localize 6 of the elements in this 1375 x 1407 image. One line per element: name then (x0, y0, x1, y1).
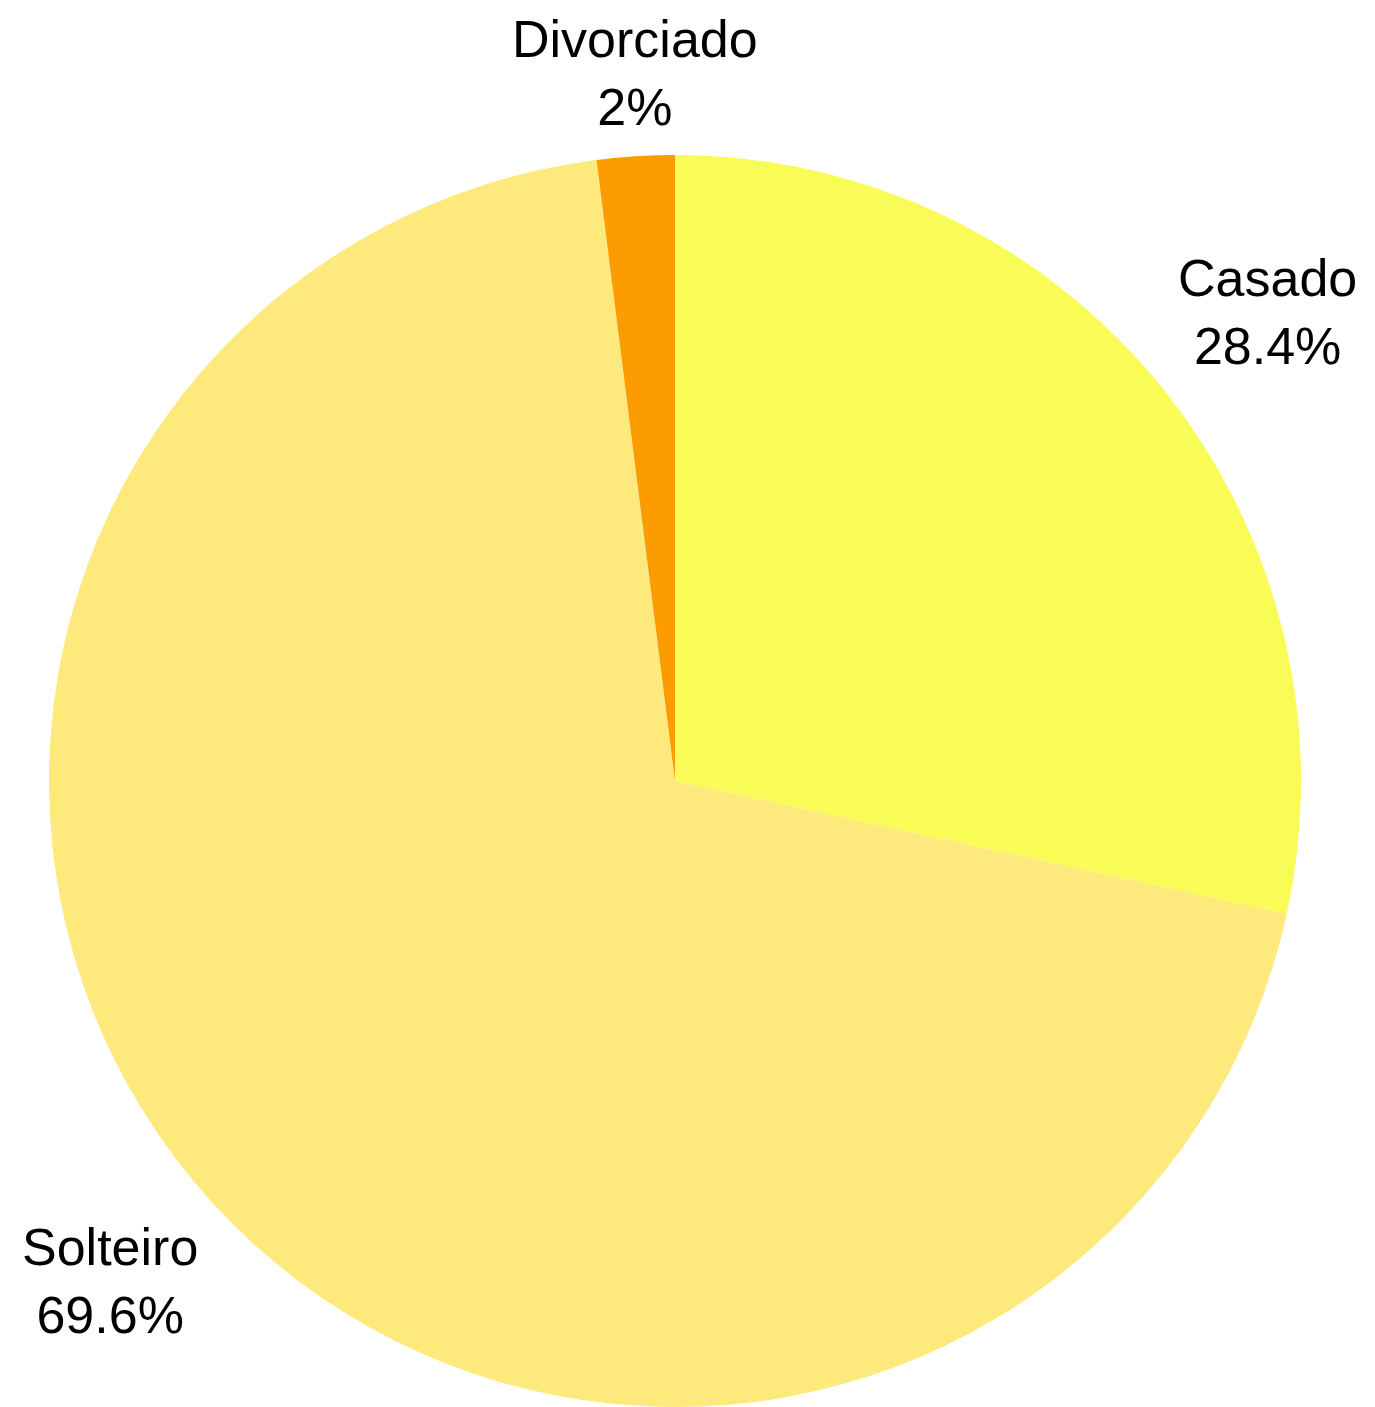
slice-label: Solteiro (22, 1218, 199, 1276)
slice-label: Casado (1178, 249, 1358, 307)
data-label: 28.4% (1193, 316, 1342, 375)
data-label: 2% (597, 77, 673, 136)
slice-label: Divorciado (512, 10, 758, 68)
data-label: 69.6% (36, 1285, 184, 1344)
